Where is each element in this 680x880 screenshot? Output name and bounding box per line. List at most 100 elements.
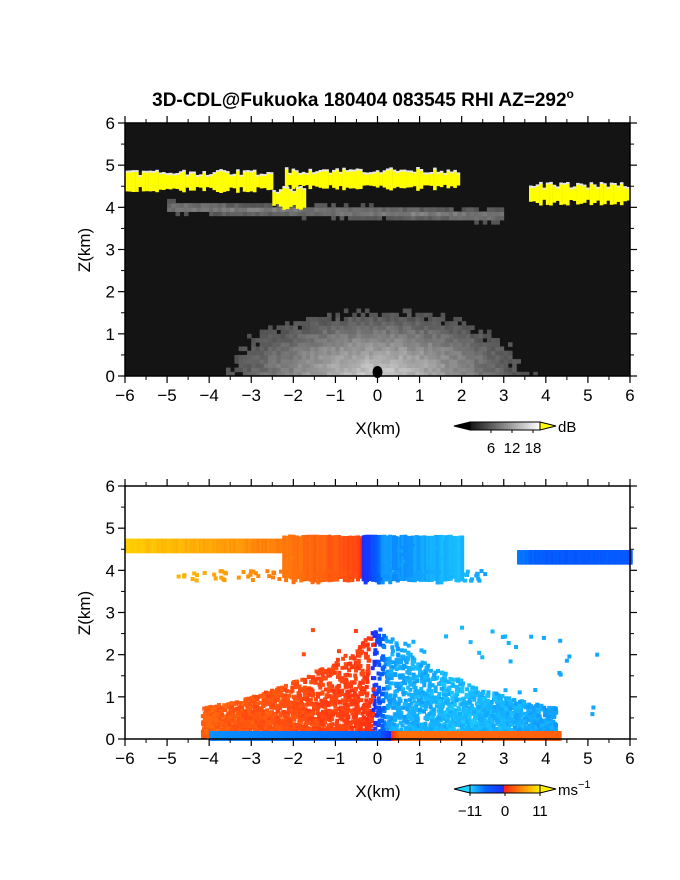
reflectivity-cell <box>559 184 563 205</box>
reflectivity-cell <box>390 363 395 368</box>
velocity-cell <box>365 691 370 696</box>
reflectivity-cell <box>503 363 509 368</box>
reflectivity-colorbar-segment <box>528 422 531 430</box>
figure-title: 3D-CDL@Fukuoka 180404 083545 RHI AZ=292o <box>152 87 574 111</box>
velocity-cell <box>224 722 229 727</box>
reflectivity-cell <box>381 354 387 360</box>
reflectivity-cell <box>343 325 349 331</box>
reflectivity-cell <box>293 321 298 326</box>
velocity-cell <box>362 675 367 680</box>
velocity-cell <box>334 661 339 666</box>
reflectivity-cell <box>289 354 294 360</box>
reflectivity-cell <box>352 329 357 335</box>
reflectivity-cell <box>301 329 307 335</box>
reflectivity-cell <box>348 363 353 368</box>
reflectivity-cell <box>385 325 391 331</box>
reflectivity-cell <box>456 174 461 186</box>
reflectivity-cell <box>503 367 509 373</box>
reflectivity-cell <box>212 172 217 175</box>
velocity-cell <box>437 695 441 700</box>
reflectivity-cell <box>297 346 303 352</box>
reflectivity-cell <box>293 363 298 368</box>
reflectivity-cell <box>385 321 391 326</box>
reflectivity-cell <box>474 333 479 339</box>
reflectivity-cell <box>436 367 442 373</box>
reflectivity-cell <box>247 333 252 339</box>
velocity-cell <box>398 720 403 725</box>
reflectivity-cell <box>440 211 446 217</box>
reflectivity-cell <box>268 203 273 208</box>
velocity-cell <box>335 718 340 723</box>
reflectivity-cell <box>440 325 446 331</box>
reflectivity-cell <box>305 325 311 331</box>
reflectivity-cell <box>217 207 223 212</box>
reflectivity-cell <box>318 172 323 188</box>
velocity-cell <box>322 572 327 577</box>
reflectivity-colorbar-max-arrow <box>539 421 557 431</box>
reflectivity-cell <box>457 359 463 364</box>
reflectivity-cell <box>379 172 383 175</box>
velocity-cell <box>249 569 254 574</box>
velocity-cell <box>363 562 368 567</box>
reflectivity-cell <box>465 338 471 343</box>
reflectivity-cell <box>470 346 475 352</box>
reflectivity-cell <box>328 172 333 176</box>
reflectivity-cell <box>284 367 290 373</box>
reflectivity-cell <box>436 346 442 352</box>
reflectivity-cell <box>453 316 458 322</box>
velocity-cell <box>531 705 536 710</box>
reflectivity-cell <box>289 359 294 364</box>
reflectivity-cell <box>301 325 307 331</box>
velocity-cell <box>476 576 481 581</box>
reflectivity-cell <box>444 363 450 368</box>
reflectivity-cell <box>138 177 143 188</box>
velocity-cell <box>417 673 422 678</box>
reflectivity-x-tick-label: −2 <box>284 386 303 405</box>
reflectivity-x-tick-label: 6 <box>625 386 634 405</box>
velocity-cell <box>405 571 410 576</box>
reflectivity-cell <box>419 321 425 326</box>
velocity-cell <box>419 676 424 680</box>
reflectivity-cell <box>423 346 429 352</box>
reflectivity-cell <box>305 333 311 339</box>
reflectivity-cell <box>440 215 446 221</box>
reflectivity-cell <box>339 350 345 356</box>
velocity-cell <box>234 700 239 705</box>
reflectivity-cell <box>449 333 454 339</box>
reflectivity-cell <box>377 321 383 326</box>
reflectivity-cell <box>449 171 454 174</box>
reflectivity-cell <box>453 359 458 364</box>
reflectivity-cell <box>482 346 488 352</box>
reflectivity-cell <box>390 312 395 318</box>
reflectivity-colorbar-tick-label: 12 <box>504 440 521 457</box>
reflectivity-cell <box>202 173 206 192</box>
reflectivity-cell <box>465 363 471 368</box>
reflectivity-cell <box>332 171 336 188</box>
reflectivity-cell <box>263 367 269 373</box>
reflectivity-cell <box>369 215 374 221</box>
reflectivity-cell <box>259 354 265 360</box>
reflectivity-cell <box>348 367 353 373</box>
reflectivity-cell <box>311 172 316 175</box>
reflectivity-cell <box>369 338 374 343</box>
reflectivity-cell <box>255 371 261 377</box>
reflectivity-cell <box>255 338 261 343</box>
reflectivity-cell <box>263 203 269 208</box>
reflectivity-cell <box>343 211 349 217</box>
reflectivity-cell <box>331 346 336 352</box>
reflectivity-cell <box>453 333 458 339</box>
reflectivity-cell <box>209 176 213 188</box>
reflectivity-cell <box>148 172 153 192</box>
velocity-cell <box>284 683 288 688</box>
reflectivity-cell <box>356 338 362 343</box>
velocity-cell <box>331 688 335 693</box>
reflectivity-cell <box>204 207 210 212</box>
reflectivity-cell <box>406 333 412 339</box>
reflectivity-cell <box>352 312 357 318</box>
reflectivity-cell <box>234 367 240 373</box>
velocity-cell <box>233 718 238 723</box>
reflectivity-cell <box>423 363 429 368</box>
reflectivity-cell <box>284 169 289 191</box>
reflectivity-cell <box>457 363 463 368</box>
